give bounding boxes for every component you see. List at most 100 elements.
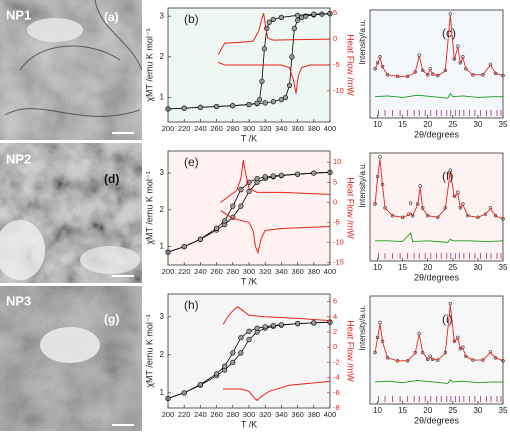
data-point — [289, 54, 295, 60]
calculated-line — [374, 15, 504, 77]
data-point — [278, 322, 285, 328]
plot-frame — [369, 9, 504, 119]
observed-point — [483, 212, 488, 216]
x-tick-label: 280 — [227, 124, 240, 133]
data-point — [230, 103, 236, 109]
y2-tick-label: 10 — [333, 157, 341, 166]
y2-axis-label: Heat Flow /mW — [346, 320, 356, 382]
y-tick-label: 2 — [160, 205, 165, 214]
panel-label: (g) — [104, 312, 119, 326]
difference-line — [374, 92, 503, 99]
difference-line — [374, 378, 503, 384]
x-tick-label: 280 — [227, 267, 240, 276]
y-tick-label: 3 — [160, 168, 165, 177]
y-tick-label: 3 — [160, 312, 165, 321]
data-point — [238, 350, 244, 356]
observed-point — [493, 214, 498, 218]
plot-background — [370, 296, 503, 404]
x-axis-label: T /K — [241, 276, 257, 286]
y2-tick-label: -4 — [333, 373, 340, 382]
data-point — [270, 322, 276, 329]
data-point — [181, 105, 187, 111]
data-point — [214, 371, 220, 377]
y2-tick-label: -10 — [333, 238, 344, 247]
data-point — [246, 328, 252, 334]
x-tick-label: 25 — [448, 263, 457, 272]
data-point — [282, 94, 289, 101]
y2-tick-label: 0 — [333, 197, 337, 206]
x-tick-label: 320 — [259, 410, 272, 419]
observed-point — [493, 356, 498, 360]
x-tick-label: 200 — [162, 267, 175, 276]
y2-tick-label: -2 — [333, 357, 340, 366]
x-axis-label: T /K — [241, 133, 257, 143]
x-tick-label: 300 — [243, 267, 256, 276]
tem-image — [0, 0, 142, 140]
plot-background — [370, 10, 503, 118]
x-tick-label: 30 — [473, 406, 482, 415]
x-tick-label: 380 — [308, 410, 321, 419]
y2-tick-label: -10 — [333, 86, 344, 95]
x-tick-label: 35 — [499, 263, 508, 272]
data-point — [270, 16, 276, 23]
x-axis-label: 2θ/degrees — [414, 272, 460, 282]
y2-tick-label: -15 — [333, 258, 344, 267]
x-tick-label: 400 — [324, 124, 337, 133]
x-tick-label: 240 — [194, 410, 207, 419]
data-point — [181, 244, 187, 250]
tem-image — [0, 286, 142, 431]
x-tick-label: 15 — [398, 263, 407, 272]
calculated-line — [374, 159, 504, 220]
observed-point — [464, 354, 468, 359]
y2-tick-label: -6 — [333, 388, 340, 397]
observed-point — [408, 201, 413, 205]
x-axis-label: T /K — [241, 419, 257, 429]
data-point — [230, 203, 236, 209]
x-tick-label: 400 — [324, 410, 337, 419]
data-point — [261, 46, 267, 52]
data-point — [181, 390, 187, 396]
x-tick-label: 320 — [259, 267, 272, 276]
calculated-line — [374, 305, 504, 362]
x-tick-label: 220 — [178, 410, 191, 419]
x-tick-label: 25 — [448, 120, 457, 129]
data-point — [254, 100, 260, 106]
data-point — [214, 103, 220, 110]
y-axis-label: Intensity/a.u. — [358, 162, 367, 207]
y-tick-label: 1 — [160, 388, 165, 397]
y2-tick-label: 2 — [333, 327, 337, 336]
x-tick-label: 300 — [243, 410, 256, 419]
panel-label: (h) — [184, 298, 199, 312]
data-point — [291, 25, 297, 31]
plot-frame — [167, 293, 331, 409]
x-tick-label: 240 — [194, 124, 207, 133]
data-point — [270, 173, 276, 179]
y2-tick-label: -5 — [333, 60, 340, 69]
x-tick-label: 10 — [373, 120, 382, 129]
y-axis-label: Intensity/a.u. — [358, 19, 367, 64]
x-tick-label: 15 — [398, 120, 407, 129]
observed-point — [426, 357, 430, 362]
y2-tick-label: 0 — [333, 342, 337, 351]
data-point — [238, 187, 244, 193]
x-tick-label: 260 — [210, 410, 223, 419]
x-tick-label: 10 — [373, 263, 382, 272]
panel-label: (a) — [104, 10, 119, 24]
panel-label: (b) — [184, 12, 199, 26]
x-tick-label: 35 — [499, 406, 508, 415]
data-point — [262, 100, 268, 106]
x-tick-label: 10 — [373, 406, 382, 415]
data-point — [256, 97, 263, 103]
x-tick-label: 240 — [194, 267, 207, 276]
data-point — [286, 82, 293, 88]
x-tick-label: 280 — [227, 410, 240, 419]
y2-tick-label: 4 — [333, 312, 337, 321]
y-axis-label: χMT /emu K mol⁻¹ — [144, 314, 154, 387]
x-tick-label: 200 — [162, 124, 175, 133]
observed-point — [428, 354, 432, 359]
data-point — [278, 97, 285, 103]
observed-point — [378, 320, 382, 325]
x-tick-label: 220 — [178, 124, 191, 133]
data-point — [222, 363, 228, 369]
heat-flow-line — [220, 160, 331, 203]
